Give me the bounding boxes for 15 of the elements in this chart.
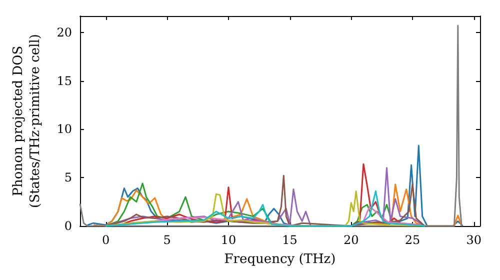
x-axis-title: Frequency (THz): [224, 252, 336, 267]
y-tick-label: 10: [56, 122, 72, 136]
x-tick-label: 30: [466, 233, 482, 247]
x-tick-label: 10: [220, 233, 236, 247]
y-tick-label: 5: [64, 170, 72, 185]
line-series: [105, 190, 426, 227]
x-tick-label: 25: [404, 233, 420, 247]
x-tick-label: 15: [282, 233, 298, 247]
x-tick-label: 5: [163, 233, 171, 247]
y-tick-label: 0: [64, 219, 72, 233]
y-axis-title: Phonon projected DOS (States/THz·primitive cell): [11, 34, 43, 208]
y-tick-label: 20: [56, 25, 72, 40]
y-tick-label: 15: [56, 74, 72, 88]
x-tick-label: 20: [344, 233, 359, 247]
x-tick-label: 0: [102, 233, 110, 247]
